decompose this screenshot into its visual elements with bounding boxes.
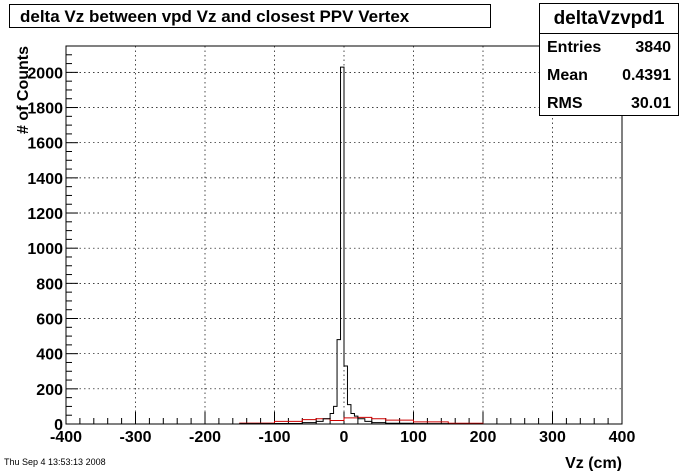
stats-entries-label: Entries	[547, 39, 602, 56]
y-tick-label: 1200	[27, 206, 63, 223]
timestamp: Thu Sep 4 13:53:13 2008	[4, 457, 106, 467]
y-tick-label: 1400	[27, 171, 63, 188]
stats-mean-label: Mean	[547, 67, 588, 84]
x-tick-label: -400	[50, 429, 82, 446]
x-tick-label: 0	[340, 429, 349, 446]
y-tick-label: 2000	[27, 65, 63, 82]
y-tick-label: 1800	[27, 101, 63, 118]
stats-rms-row: RMS 30.01	[540, 90, 678, 118]
x-tick-label: 400	[609, 429, 636, 446]
axes: -400 -300 -200 -100 0 100 200 300 400 0 200 400 600 8…	[27, 45, 636, 446]
stats-entries-value: 3840	[635, 39, 671, 56]
stats-rms-label: RMS	[547, 95, 583, 112]
y-tick-label: 0	[54, 417, 63, 434]
stats-rms-value: 30.01	[630, 95, 671, 112]
y-tick-label: 1000	[27, 241, 63, 258]
stats-mean-value: 0.4391	[622, 67, 671, 84]
y-axis-label: # of Counts	[15, 46, 32, 134]
stats-entries-row: Entries 3840	[540, 34, 678, 62]
x-tick-label: 100	[400, 429, 427, 446]
x-tick-label: 200	[470, 429, 497, 446]
stats-histogram-name: deltaVzvpd1	[540, 4, 678, 34]
y-tick-label: 200	[36, 382, 63, 399]
x-axis-label: Vz (cm)	[565, 455, 622, 471]
y-tick-label: 600	[36, 312, 63, 329]
y-tick-label: 400	[36, 347, 63, 364]
x-tick-label: -300	[119, 429, 151, 446]
chart-title: delta Vz between vpd Vz and closest PPV …	[9, 4, 491, 28]
overlay-histogram	[66, 416, 622, 425]
x-tick-label: -200	[189, 429, 221, 446]
main-histogram	[66, 66, 622, 425]
x-tick-label: -100	[258, 429, 290, 446]
x-tick-label: 300	[539, 429, 566, 446]
histograms	[66, 66, 622, 425]
stats-box: deltaVzvpd1 Entries 3840 Mean 0.4391 RMS…	[539, 3, 679, 116]
stats-mean-row: Mean 0.4391	[540, 62, 678, 90]
y-tick-label: 800	[36, 276, 63, 293]
y-tick-label: 1600	[27, 136, 63, 153]
